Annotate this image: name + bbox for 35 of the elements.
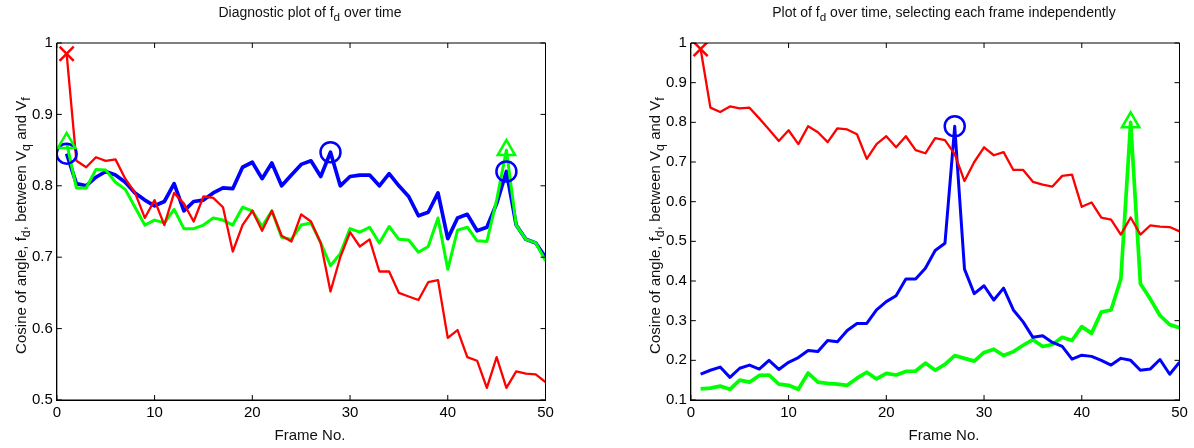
chart-title: Diagnostic plot of f$_{d}$ over time xyxy=(217,4,403,23)
x-tick-label: 40 xyxy=(1073,403,1091,421)
x-tick-label: 50 xyxy=(537,403,554,421)
chart-title: Plot of f$_{d}$ over time, selecting each frame independently xyxy=(771,4,1117,23)
y-tick-label: 0.2 xyxy=(665,350,687,368)
y-tick-label: 0.1 xyxy=(665,390,687,408)
point xyxy=(495,160,518,183)
y-tick-label: 0.3 xyxy=(665,310,687,328)
y-tick-label: 0.7 xyxy=(665,152,687,170)
y-tick-label: 0.6 xyxy=(665,191,687,209)
y-tick-label: 0.7 xyxy=(31,247,53,265)
y-tick-label: 0.9 xyxy=(31,104,53,122)
x-tick-label: 0 xyxy=(686,403,696,421)
x-tick-label: 40 xyxy=(439,403,457,421)
x-tick-label: 10 xyxy=(146,403,163,421)
y-tick-label: 0.6 xyxy=(31,318,53,336)
point xyxy=(58,45,75,63)
y-tick-label: 0.5 xyxy=(31,390,53,408)
y-tick-label: 0.4 xyxy=(665,271,687,289)
y-tick-label: 0.5 xyxy=(665,231,687,249)
y-tick-label: 0.8 xyxy=(665,112,687,130)
x-tick-label: 50 xyxy=(1171,403,1188,421)
y-tick-label: 0.8 xyxy=(31,175,53,193)
x-tick-label: 0 xyxy=(52,403,62,421)
point xyxy=(319,140,342,164)
x-tick-label: 10 xyxy=(780,403,797,421)
x-axis-title: Frame No. xyxy=(273,426,347,443)
x-axis-title: Frame No. xyxy=(907,426,981,443)
y-tick-label: 1 xyxy=(44,33,53,51)
x-tick-label: 20 xyxy=(243,403,261,421)
y-tick-label: 1 xyxy=(678,33,687,51)
y-tick-label: 0.9 xyxy=(665,72,687,90)
x-tick-label: 30 xyxy=(975,403,993,421)
x-tick-label: 30 xyxy=(341,403,359,421)
x-tick-label: 20 xyxy=(877,403,895,421)
